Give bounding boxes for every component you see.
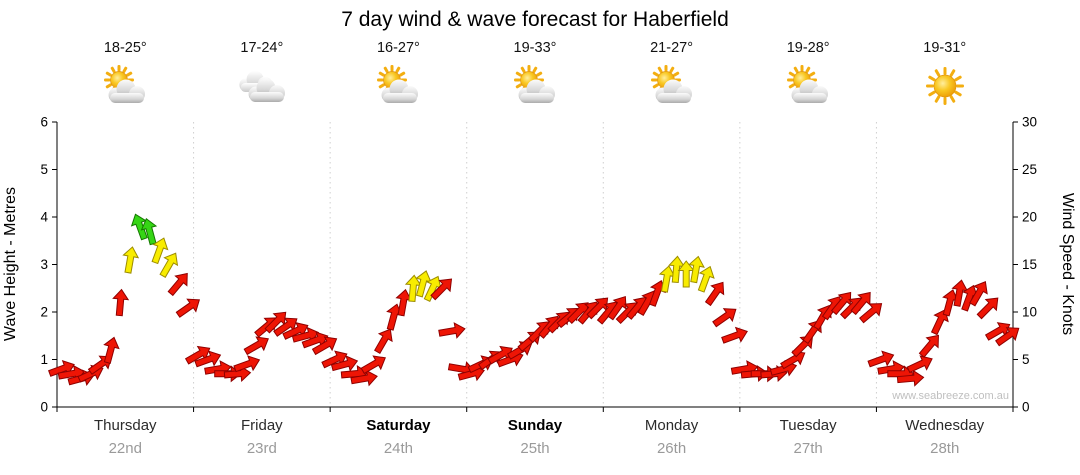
left-tick-label: 3 [40,257,48,272]
day-name: Wednesday [905,417,985,434]
wind-arrow [969,281,988,307]
partly-icon [650,65,692,103]
day-temp: 19-28° [786,40,830,56]
watermark: www.seabreeze.com.au [891,390,1009,402]
right-tick-label: 25 [1022,162,1037,177]
wind-arrow [430,278,453,301]
partly-icon [104,65,146,103]
day-date: 22nd [108,440,142,457]
day-temp: 19-31° [923,40,967,56]
wind-arrow [704,281,725,307]
wind-arrow [374,328,393,354]
wind-arrow [112,288,130,317]
wind-arrow [233,355,261,373]
left-tick-label: 4 [40,210,48,225]
right-tick-label: 20 [1022,210,1037,225]
wind-arrow [930,308,949,336]
wind-arrow [859,303,883,324]
wind-arrows-layer [48,213,1020,387]
wind-arrow [867,350,895,368]
left-tick-label: 6 [40,115,48,130]
partly-icon [787,65,829,103]
wind-arrow [151,237,169,265]
wind-arrow [360,355,386,375]
right-axis-title: Wind Speed - Knots [1059,193,1076,335]
left-tick-label: 0 [40,400,48,415]
day-date: 24th [383,440,414,457]
wind-arrow [712,308,737,328]
wind-arrow [688,255,705,284]
day-name: Saturday [366,417,431,434]
wind-arrow [697,265,715,293]
day-name: Friday [241,417,283,434]
day-temp: 16-27° [376,40,420,56]
left-axis-title: Wave Height - Metres [2,187,19,341]
left-tick-labels: 0 1 2 3 4 5 6 [40,115,48,415]
day-name: Thursday [94,417,157,434]
wind-arrow [311,336,338,356]
left-tick-label: 1 [40,352,48,367]
wind-arrow [159,252,179,278]
partly-icon [377,65,419,103]
day-date: 23rd [246,440,277,457]
axes [52,121,1018,412]
day-date: 25th [520,440,550,457]
wind-arrow [122,246,140,274]
day-name: Sunday [507,417,563,434]
wind-arrow [830,291,852,316]
day-temp: 17-24° [240,40,284,56]
partly-icon [514,65,555,103]
cloudy-icon [239,70,285,102]
right-tick-label: 30 [1022,115,1037,130]
left-tick-label: 2 [40,305,48,320]
day-weather-icon [371,63,425,109]
wind-arrow [896,369,925,387]
right-tick-labels: 0 5 10 15 20 25 30 [1022,115,1037,415]
day-temp: 19-33° [513,40,557,56]
day-name: Monday [644,417,699,434]
wind-arrow [906,355,933,374]
wind-arrow [607,295,627,321]
right-tick-label: 15 [1022,257,1037,272]
wind-arrow [976,297,999,320]
wind-arrow [167,272,188,297]
left-tick-label: 5 [40,162,48,177]
day-weather-icon [918,63,972,109]
wind-arrow [330,355,359,372]
page-title: 7 day wind & wave forecast for Haberfiel… [341,8,729,31]
day-date: 26th [656,440,687,457]
day-weather-icon [98,63,152,109]
right-tick-label: 5 [1022,352,1030,367]
day-weather-icon [508,63,562,109]
day-weather-icon [781,63,835,109]
wind-arrow [175,298,201,318]
gridlines [193,122,877,407]
wind-arrow [243,336,269,356]
day-temp: 21-27° [650,40,694,56]
day-weather-icon [235,63,289,109]
wind-arrow [918,334,939,358]
wind-arrow [995,327,1020,347]
day-name: Tuesday [779,417,837,434]
right-tick-label: 10 [1022,305,1037,320]
wind-arrow [103,336,120,364]
wind-arrow [438,322,466,339]
day-date: 27th [793,440,823,457]
day-date: 28th [930,440,960,457]
wind-arrow [721,326,748,344]
wind-arrow [194,350,222,368]
sunny-icon [925,67,964,105]
right-tick-label: 0 [1022,400,1030,415]
day-weather-icon [645,63,699,109]
wind-arrow [140,217,158,246]
day-temp: 18-25° [103,40,147,56]
